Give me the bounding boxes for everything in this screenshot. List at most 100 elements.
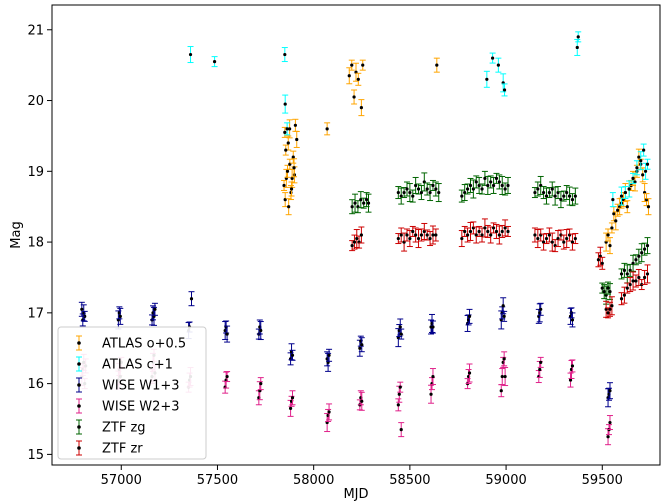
data-point: [289, 190, 293, 195]
data-point: [428, 236, 432, 241]
data-point: [397, 392, 401, 396]
data-point: [485, 77, 489, 81]
data-point: [291, 155, 295, 159]
y-tick-label: 18: [27, 236, 44, 251]
data-point: [608, 389, 612, 393]
data-point: [635, 166, 639, 170]
data-point: [283, 102, 287, 106]
legend-entry-label: ZTF zg: [102, 421, 146, 436]
data-point: [289, 187, 294, 191]
legend-marker: [77, 341, 81, 345]
data-point: [290, 396, 295, 400]
data-point: [414, 183, 418, 188]
y-tick-label: 20: [27, 94, 44, 109]
data-point: [612, 212, 616, 216]
data-point: [639, 159, 643, 163]
data-point: [480, 233, 484, 237]
legend-marker: [77, 362, 81, 366]
data-point: [494, 176, 499, 180]
data-point: [500, 229, 504, 234]
data-point: [619, 272, 624, 276]
data-point: [533, 233, 537, 237]
data-point: [643, 169, 648, 173]
data-point: [491, 226, 496, 230]
data-point: [259, 328, 263, 333]
data-point: [366, 201, 371, 205]
data-point: [350, 63, 354, 67]
data-point: [290, 176, 294, 180]
data-point: [431, 374, 435, 379]
data-point: [500, 374, 504, 379]
y-tick-label: 17: [27, 306, 44, 321]
data-point: [483, 226, 487, 230]
data-point: [575, 45, 579, 50]
data-point: [360, 399, 364, 403]
data-point: [352, 95, 356, 99]
data-point: [559, 198, 563, 202]
data-point: [295, 137, 299, 142]
x-axis-ticks: 57000 57500 58000 58500 59000 59500: [101, 465, 623, 488]
data-point: [422, 229, 426, 234]
data-point: [480, 187, 484, 191]
data-point: [622, 293, 627, 297]
data-marks: [78, 31, 652, 446]
data-point: [617, 205, 622, 209]
legend-marker: [77, 383, 81, 387]
x-tick-label: 57500: [197, 473, 238, 488]
data-point: [416, 187, 421, 191]
data-point: [614, 219, 618, 223]
data-point: [399, 233, 403, 237]
series-group: [187, 31, 651, 208]
data-point: [631, 261, 635, 265]
data-point: [356, 77, 360, 81]
data-point: [468, 229, 473, 234]
data-point: [398, 385, 402, 389]
data-point: [503, 374, 507, 379]
data-point: [503, 187, 507, 191]
data-point: [606, 233, 610, 237]
data-point: [631, 176, 635, 180]
data-point: [645, 162, 650, 166]
series-group: [349, 170, 651, 305]
data-point: [405, 233, 409, 237]
data-point: [402, 190, 406, 195]
data-point: [489, 233, 493, 237]
data-point: [396, 403, 400, 407]
data-point: [80, 307, 84, 311]
data-point: [398, 325, 402, 329]
data-point: [325, 127, 329, 131]
data-point: [283, 130, 287, 134]
data-point: [359, 198, 363, 202]
data-point: [429, 392, 433, 396]
data-point: [506, 229, 510, 234]
data-point: [536, 187, 540, 191]
data-point: [633, 180, 637, 184]
data-point: [118, 314, 122, 318]
data-point: [416, 236, 421, 241]
legend-entry-label: ATLAS o+0.5: [102, 337, 186, 352]
legend-marker: [77, 446, 81, 450]
legend: ATLAS o+0.5 ATLAS c+1 WISE W1+3 WISE W2+3 ZT…: [57, 326, 207, 460]
data-point: [600, 261, 604, 265]
data-point: [500, 183, 504, 188]
data-point: [188, 52, 193, 57]
data-point: [623, 190, 627, 195]
data-point: [538, 367, 542, 372]
data-point: [431, 233, 435, 237]
data-point: [536, 236, 540, 241]
data-point: [637, 254, 641, 258]
data-point: [637, 155, 641, 159]
data-point: [567, 194, 572, 198]
data-point: [288, 127, 292, 131]
y-tick-label: 21: [27, 23, 44, 38]
x-axis-label: MJD: [343, 487, 368, 502]
data-point: [474, 180, 478, 184]
x-tick-label: 57000: [101, 473, 142, 488]
data-point: [553, 194, 557, 198]
data-point: [474, 233, 478, 237]
data-point: [350, 205, 354, 209]
data-point: [362, 201, 366, 205]
data-point: [497, 180, 501, 184]
y-axis-label: Mag: [9, 221, 24, 248]
